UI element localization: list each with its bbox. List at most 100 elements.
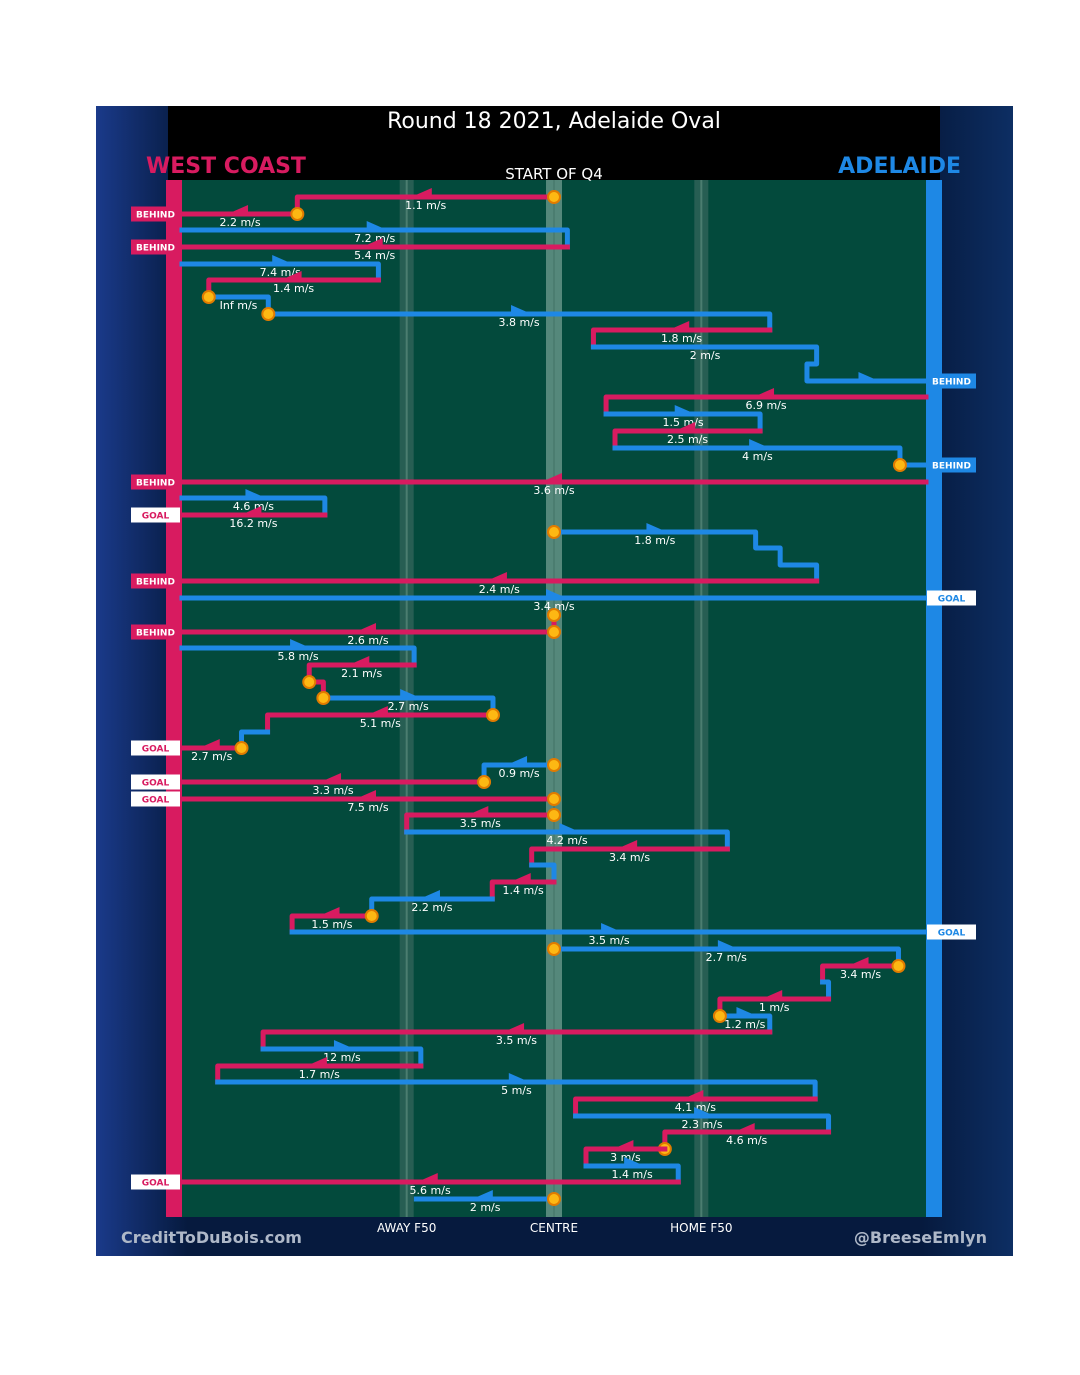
footer-credit: CreditToDuBois.com: [121, 1228, 302, 1247]
chain-speed-label: 2.2 m/s: [411, 901, 452, 914]
stoppage-marker: [485, 708, 500, 722]
chain-path: [489, 879, 557, 902]
chain-path: [573, 1113, 832, 1135]
score-badge: [131, 507, 180, 523]
chain-path: [820, 963, 901, 985]
score-badge-label: GOAL: [142, 745, 170, 755]
stoppage-marker: [201, 290, 216, 304]
chain-arrow: [333, 1040, 350, 1047]
stoppage-marker: [547, 525, 561, 539]
chain-speed-label: 5.8 m/s: [277, 650, 318, 663]
chain-speed-label: 5.4 m/s: [354, 249, 395, 262]
stoppage-marker: [547, 625, 561, 639]
chain-speed-label: 3.3 m/s: [312, 784, 353, 797]
stoppage-marker: [547, 608, 561, 622]
score-badge: [131, 474, 180, 490]
score-badge: [927, 590, 976, 606]
chain-speed-label: 2.5 m/s: [667, 433, 708, 446]
chain-arrow: [601, 923, 618, 930]
score-badge-label: BEHIND: [136, 578, 175, 588]
chain-path: [265, 311, 773, 333]
score-badge-label: BEHIND: [136, 211, 175, 221]
score-badge-label: BEHIND: [932, 462, 971, 472]
chain-speed-label: 2.7 m/s: [706, 951, 747, 964]
chain-path: [404, 829, 730, 852]
chain-speed-label: 16.2 m/s: [229, 517, 277, 530]
score-badge-label: GOAL: [142, 512, 170, 522]
score-badge-label: BEHIND: [932, 378, 971, 388]
chain-speed-label: 3.5 m/s: [588, 934, 629, 947]
score-badge: [131, 740, 180, 756]
chain-arrow: [423, 890, 440, 897]
chain-arrow: [476, 1190, 493, 1197]
chain-path: [289, 913, 375, 935]
chain-speed-label: 2.6 m/s: [347, 634, 388, 647]
chain-path: [260, 1029, 773, 1052]
chain-speed-label: 1.1 m/s: [405, 199, 446, 212]
chain-speed-label: 12 m/s: [323, 1051, 361, 1064]
chain-speed-label: 7.2 m/s: [354, 232, 395, 245]
chain-arrow: [360, 790, 376, 797]
chain-speed-label: 1.8 m/s: [634, 534, 675, 547]
chain-arrow: [472, 806, 489, 813]
axis-ticks: AWAY F50 CENTRE HOME F50: [377, 1221, 732, 1235]
chain-path: [583, 1163, 681, 1185]
chain-path: [260, 1046, 424, 1069]
chain-arrow: [694, 1107, 711, 1114]
chain-arrow: [766, 990, 783, 997]
footer-handle: @BreeseEmlyn: [854, 1228, 987, 1247]
axis-tick-label: AWAY F50: [377, 1221, 436, 1235]
axis-tick-label: CENTRE: [530, 1221, 578, 1235]
chain-arrow: [400, 689, 417, 696]
home-team-label: WEST COAST: [146, 154, 306, 179]
chain-path: [215, 1063, 424, 1085]
chain-arrow: [272, 255, 289, 262]
chain-arrow: [687, 1090, 704, 1097]
chain-path: [603, 411, 763, 434]
chain-speed-label: 7.5 m/s: [347, 801, 388, 814]
chain-arrow: [514, 873, 531, 880]
chain-speed-label: 1 m/s: [759, 1001, 790, 1014]
score-badge-label: BEHIND: [136, 629, 175, 639]
chains: 1.1 m/s BEHIND 2.2 m/s 7.2 m/s 5.4 m/s BEHIND…: [131, 188, 976, 1214]
stoppage-marker: [302, 675, 317, 689]
chain-arrow: [310, 1057, 327, 1064]
chart-title: Round 18 2021, Adelaide Oval: [387, 109, 721, 134]
stoppage-marker: [712, 1009, 727, 1023]
score-badge: [131, 774, 180, 790]
chain-speed-label: 6.9 m/s: [745, 399, 786, 412]
score-badge-label: GOAL: [938, 929, 966, 939]
home-goal-line: [166, 180, 182, 1217]
chain-arrow: [852, 957, 869, 964]
chain-speed-label: 1.4 m/s: [503, 884, 544, 897]
stoppage-marker: [547, 190, 561, 204]
chain-arrow: [245, 506, 262, 513]
chain-speed-label: 5.6 m/s: [410, 1184, 451, 1197]
chain-speed-label: 1.2 m/s: [724, 1018, 765, 1031]
axis-tick-label: HOME F50: [670, 1221, 732, 1235]
chain-speed-label: 3 m/s: [610, 1151, 641, 1164]
chain-path: [603, 394, 929, 417]
chart-canvas: Round 18 2021, Adelaide Oval WEST COAST …: [96, 106, 1013, 1256]
chain-speed-label: 7.4 m/s: [260, 266, 301, 279]
chain-path: [820, 979, 832, 1002]
score-badge: [131, 1174, 180, 1190]
chain-path: [717, 1013, 773, 1035]
chain-path: [404, 812, 557, 835]
score-badge: [131, 206, 180, 222]
chain-speed-label: 3.5 m/s: [460, 817, 501, 830]
chain-arrow: [758, 388, 775, 395]
score-badge: [131, 791, 180, 807]
chain-path: [529, 862, 557, 885]
chain-arrow: [674, 405, 691, 412]
chain-speed-label: 3.8 m/s: [498, 316, 539, 329]
score-badge-label: BEHIND: [136, 244, 175, 254]
chain-path: [551, 529, 820, 584]
score-badge: [131, 573, 180, 589]
chain-arrow: [624, 1157, 641, 1164]
chain-speed-label: 1.5 m/s: [663, 416, 704, 429]
stoppage-marker: [547, 792, 561, 806]
chain-arrow: [749, 439, 766, 446]
chain-path: [590, 344, 929, 384]
chain-arrow: [546, 473, 562, 480]
